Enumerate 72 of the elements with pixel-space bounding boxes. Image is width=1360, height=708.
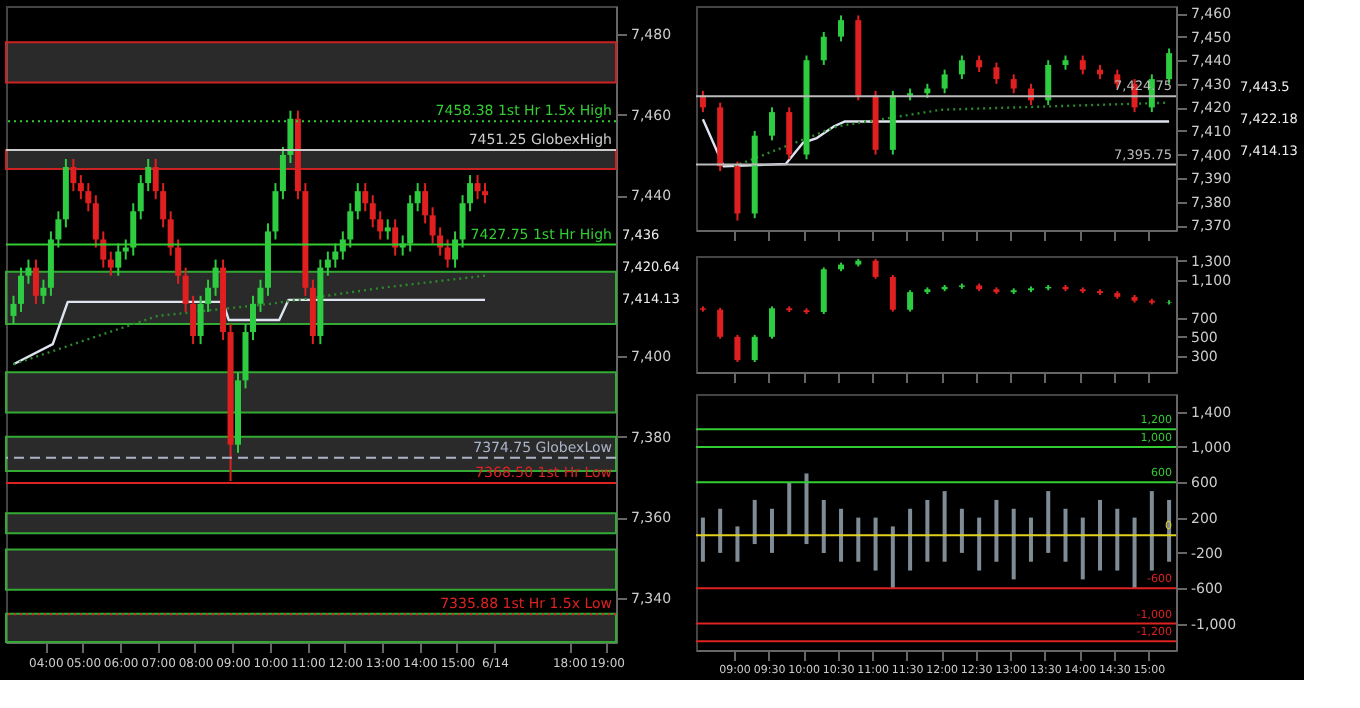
candlestick [212, 258, 219, 297]
candlestick [40, 278, 47, 305]
bar [787, 482, 792, 536]
candlestick [32, 258, 39, 305]
candlestick [820, 30, 827, 66]
bar [769, 508, 774, 553]
bar [804, 473, 809, 545]
candlestick [838, 14, 845, 43]
candlestick [1079, 54, 1086, 76]
bar [1098, 499, 1103, 571]
candlestick [107, 250, 114, 277]
candlestick [768, 305, 775, 340]
candlestick [482, 182, 489, 205]
bar [873, 517, 878, 571]
candlestick [889, 274, 896, 313]
candlestick [362, 182, 369, 213]
candlestick [354, 182, 361, 221]
bar [959, 508, 964, 553]
candlestick [1010, 73, 1017, 95]
bar [821, 499, 826, 553]
candlestick [786, 106, 793, 161]
candlestick [751, 333, 758, 364]
candlestick [1045, 59, 1052, 107]
bar [839, 508, 844, 562]
candlestick [332, 242, 339, 269]
bar [1080, 517, 1085, 580]
bar [925, 499, 930, 562]
candlestick [422, 182, 429, 225]
bar [977, 517, 982, 571]
bar [1115, 508, 1120, 571]
bar [942, 491, 947, 562]
bar [1132, 517, 1137, 589]
candlestick [907, 289, 914, 313]
line-series [12, 298, 487, 366]
candlestick [941, 68, 948, 95]
candlestick [444, 238, 451, 269]
candlestick [85, 182, 92, 213]
candlestick [768, 106, 775, 142]
candlestick [115, 242, 122, 277]
candlestick [734, 160, 741, 222]
candlestick [414, 182, 421, 213]
bar [1063, 508, 1068, 562]
candlestick [407, 194, 414, 253]
bar [890, 526, 895, 589]
candlestick [392, 218, 399, 257]
bar [718, 508, 723, 553]
line-series [12, 274, 487, 366]
candlestick [734, 333, 741, 364]
candlestick [872, 257, 879, 280]
candlestick [452, 230, 459, 269]
candlestick [993, 61, 1000, 85]
bar [735, 526, 740, 562]
bar [1046, 491, 1051, 553]
candlestick [324, 250, 331, 277]
bar [856, 517, 861, 562]
candlestick [958, 54, 965, 81]
candlestick [130, 202, 137, 257]
candlestick [717, 306, 724, 340]
candlestick [10, 294, 17, 325]
bar [1149, 491, 1154, 571]
candlestick [474, 174, 481, 201]
bar [752, 499, 757, 545]
candlestick [384, 218, 391, 241]
candlestick [70, 157, 77, 193]
line-series [701, 117, 1171, 168]
bar [908, 508, 913, 571]
bar [1028, 517, 1033, 562]
candlestick [820, 266, 827, 315]
bar [994, 499, 999, 562]
bar [1011, 508, 1016, 580]
bar [700, 517, 705, 562]
candlestick [17, 266, 24, 313]
